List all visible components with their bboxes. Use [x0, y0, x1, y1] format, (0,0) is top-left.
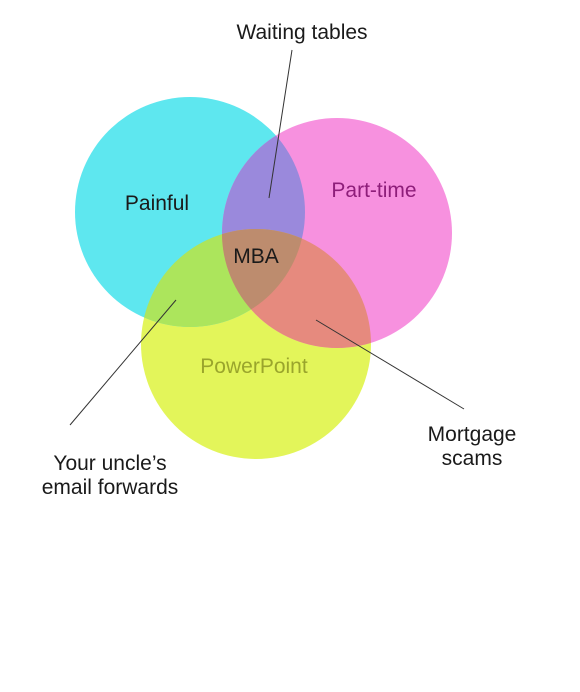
- waiting-tables-label: Waiting tables: [236, 21, 367, 44]
- uncle-email-label-line1: Your uncle’s: [53, 452, 166, 475]
- painful-powerpoint-overlap: [141, 229, 305, 327]
- mba-label: MBA: [233, 245, 279, 268]
- mortgage-scams-label-line2: scams: [442, 447, 503, 470]
- waiting-tables-pointer: [268, 49, 293, 199]
- mortgage-scams-pointer: [315, 319, 465, 410]
- uncle-email-label-line2: email forwards: [42, 476, 179, 499]
- powerpoint-label: PowerPoint: [200, 355, 308, 378]
- mortgage-scams-label-line1: Mortgage: [428, 423, 517, 446]
- painful-label: Painful: [125, 192, 189, 215]
- uncle-email-pointer: [69, 299, 177, 426]
- part-time-label: Part-time: [331, 179, 416, 202]
